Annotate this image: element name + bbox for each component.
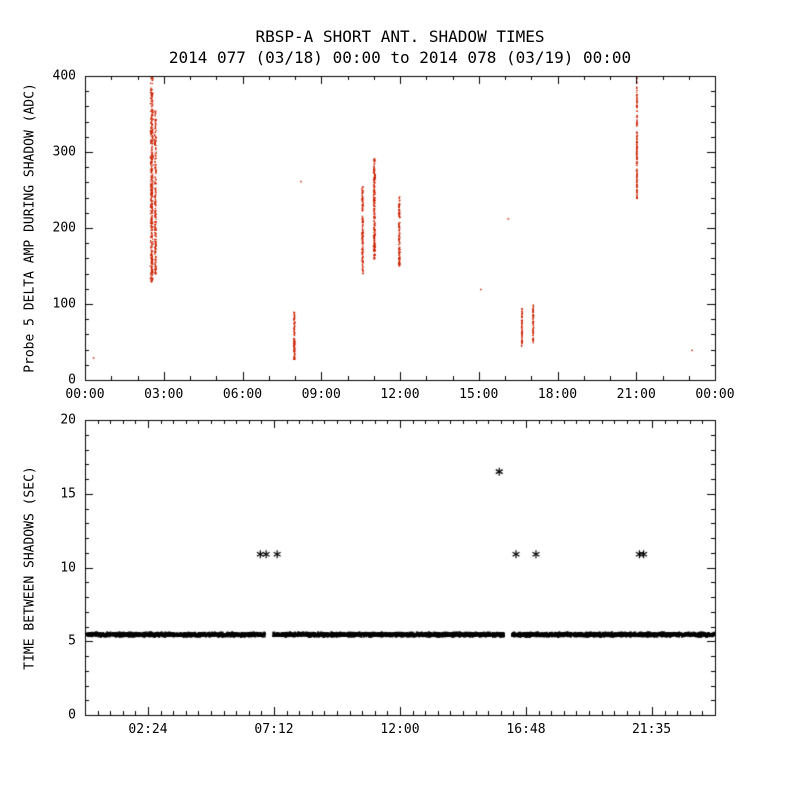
bottom-panel-y-axis-label: TIME BETWEEN SHADOWS (SEC) <box>22 466 38 670</box>
tick-label-top-x6: 18:00 <box>537 387 578 402</box>
top-panel-y-axis-label: Probe 5 DELTA AMP DURING SHADOW (ADC) <box>22 83 38 373</box>
tick-label-top-x0: 00:00 <box>65 387 105 402</box>
tick-label-top-y3: 300 <box>52 144 76 160</box>
tick-label-bottom-x0: 02:24 <box>128 722 168 737</box>
chart-subtitle: 2014 077 (03/18) 00:00 to 2014 078 (03/1… <box>168 48 632 67</box>
tick-label-top-x7: 21:00 <box>616 387 656 402</box>
tick-label-top-x8: 00:00 <box>695 387 735 402</box>
tick-label-bottom-y4: 20 <box>60 412 76 428</box>
tick-label-top-x4: 12:00 <box>380 387 420 402</box>
tick-label-bottom-x1: 07:12 <box>254 722 294 737</box>
tick-label-top-y0: 0 <box>68 372 76 388</box>
chart-title: RBSP-A SHORT ANT. SHADOW TIMES <box>255 27 545 46</box>
tick-label-top-y1: 100 <box>52 296 76 312</box>
tick-label-bottom-x2: 12:00 <box>380 722 420 737</box>
tick-label-top-y4: 400 <box>52 68 76 84</box>
tick-label-bottom-y1: 5 <box>68 633 76 649</box>
tick-label-bottom-x3: 16:48 <box>506 722 546 737</box>
tick-label-top-y2: 200 <box>52 220 76 236</box>
tick-label-top-x1: 03:00 <box>144 387 184 402</box>
tick-label-bottom-y0: 0 <box>68 707 76 723</box>
tick-label-bottom-y3: 15 <box>60 486 76 502</box>
tick-label-top-x5: 15:00 <box>459 387 499 402</box>
tick-label-bottom-y2: 10 <box>60 560 76 575</box>
tick-label-bottom-x4: 21:35 <box>631 722 672 737</box>
tick-label-top-x2: 06:00 <box>222 387 263 402</box>
tick-label-top-x3: 09:00 <box>301 387 341 402</box>
